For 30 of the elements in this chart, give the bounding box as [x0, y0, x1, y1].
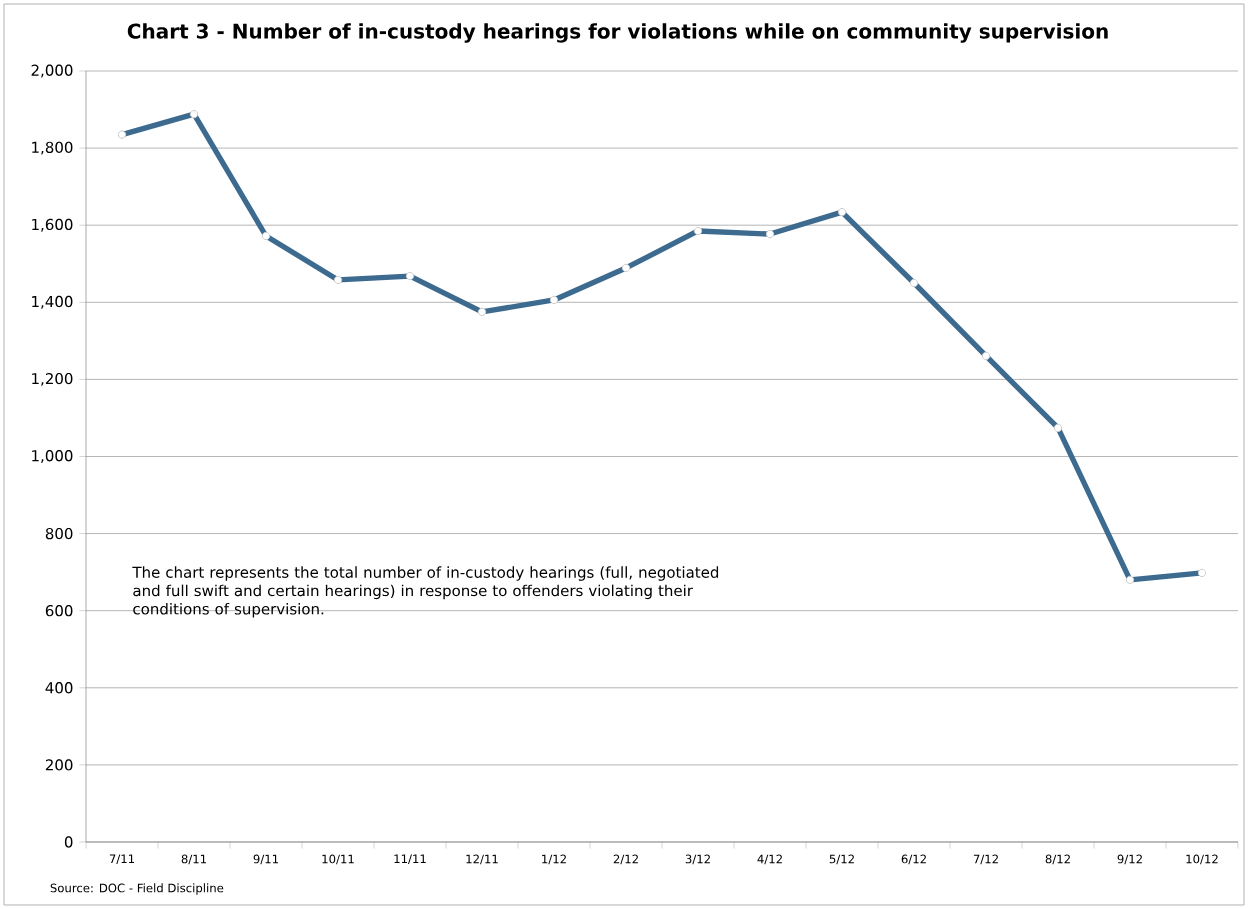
y-tick-label: 1,600: [32, 218, 73, 232]
x-tick-label: 7/11: [109, 854, 135, 865]
x-tick-label: 9/11: [253, 854, 279, 865]
x-tick-label: 8/11: [181, 854, 207, 865]
x-tick-label: 9/12: [1117, 854, 1142, 865]
y-tick-label: 2,000: [31, 64, 73, 78]
y-tick-label: 200: [45, 759, 73, 771]
y-tick-label: 1,000: [32, 450, 73, 463]
y-tick-label: 0: [64, 836, 73, 848]
y-tick-label: 1,400: [32, 295, 73, 309]
x-tick-label: 10/11: [322, 854, 354, 865]
x-tick-label: 4/12: [757, 854, 782, 865]
x-tick-label: 3/12: [685, 854, 710, 865]
chart-title: Chart 3 - Number of in-custody hearings for violations while on community supervision: [127, 23, 1108, 43]
x-tick-label: 8/12: [1045, 854, 1070, 865]
x-tick-label: 6/12: [901, 854, 926, 865]
x-tick-label: 2/12: [613, 854, 638, 865]
x-tick-label: 5/12: [829, 854, 854, 865]
x-tick-label: 1/12: [542, 854, 566, 865]
x-tick-label: 10/12: [1186, 854, 1218, 865]
source-note: Source: DOC - Field Discipline: [50, 883, 224, 895]
x-tick-label: 7/12: [973, 854, 998, 865]
y-tick-label: 1,800: [32, 141, 73, 155]
y-tick-label: 600: [45, 605, 73, 617]
y-tick-label: 400: [45, 682, 73, 694]
annotation: The chart represents the total number of in-custody hearings (full, negotiated and full swift and certain hearings) in response to offenders violating their conditions of supervision.: [132, 566, 719, 618]
x-tick-label: 11/11: [394, 854, 426, 865]
x-tick-label: 12/11: [466, 854, 498, 865]
y-tick-label: 1,200: [32, 372, 73, 386]
y-tick-label: 800: [45, 527, 73, 540]
